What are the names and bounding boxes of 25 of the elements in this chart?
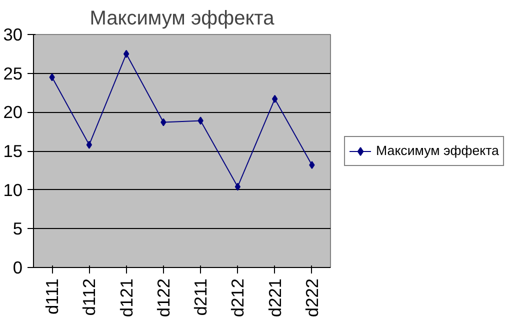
- point: [272, 94, 278, 103]
- y-tick-label: 15: [3, 141, 23, 161]
- x-tick-label: d111: [42, 278, 62, 314]
- x-tick-label: d211: [190, 278, 211, 316]
- y-tick-label: 0: [12, 258, 23, 278]
- x-tick-label: d112: [79, 278, 100, 316]
- point: [123, 50, 130, 58]
- point: [198, 116, 204, 125]
- x-tick-label: d122: [153, 278, 174, 318]
- y-tick-label: 30: [3, 24, 23, 44]
- x-tick-label: d221: [264, 278, 285, 318]
- legend-label: Максимум эффекта: [376, 143, 499, 158]
- point: [160, 118, 166, 126]
- x-tick-label: d222: [302, 278, 322, 318]
- y-tick-label: 10: [3, 180, 23, 200]
- y-tick-label: 20: [3, 102, 23, 122]
- y-tick-label: 5: [12, 218, 23, 239]
- point: [49, 73, 55, 82]
- point: [309, 160, 315, 169]
- x-tick-label: d121: [116, 278, 136, 318]
- x-tick-label: d212: [228, 278, 248, 318]
- point: [86, 140, 92, 149]
- y-tick-label: 25: [3, 63, 23, 84]
- chart-title: Максимум эффекта: [90, 8, 276, 30]
- point: [234, 182, 241, 191]
